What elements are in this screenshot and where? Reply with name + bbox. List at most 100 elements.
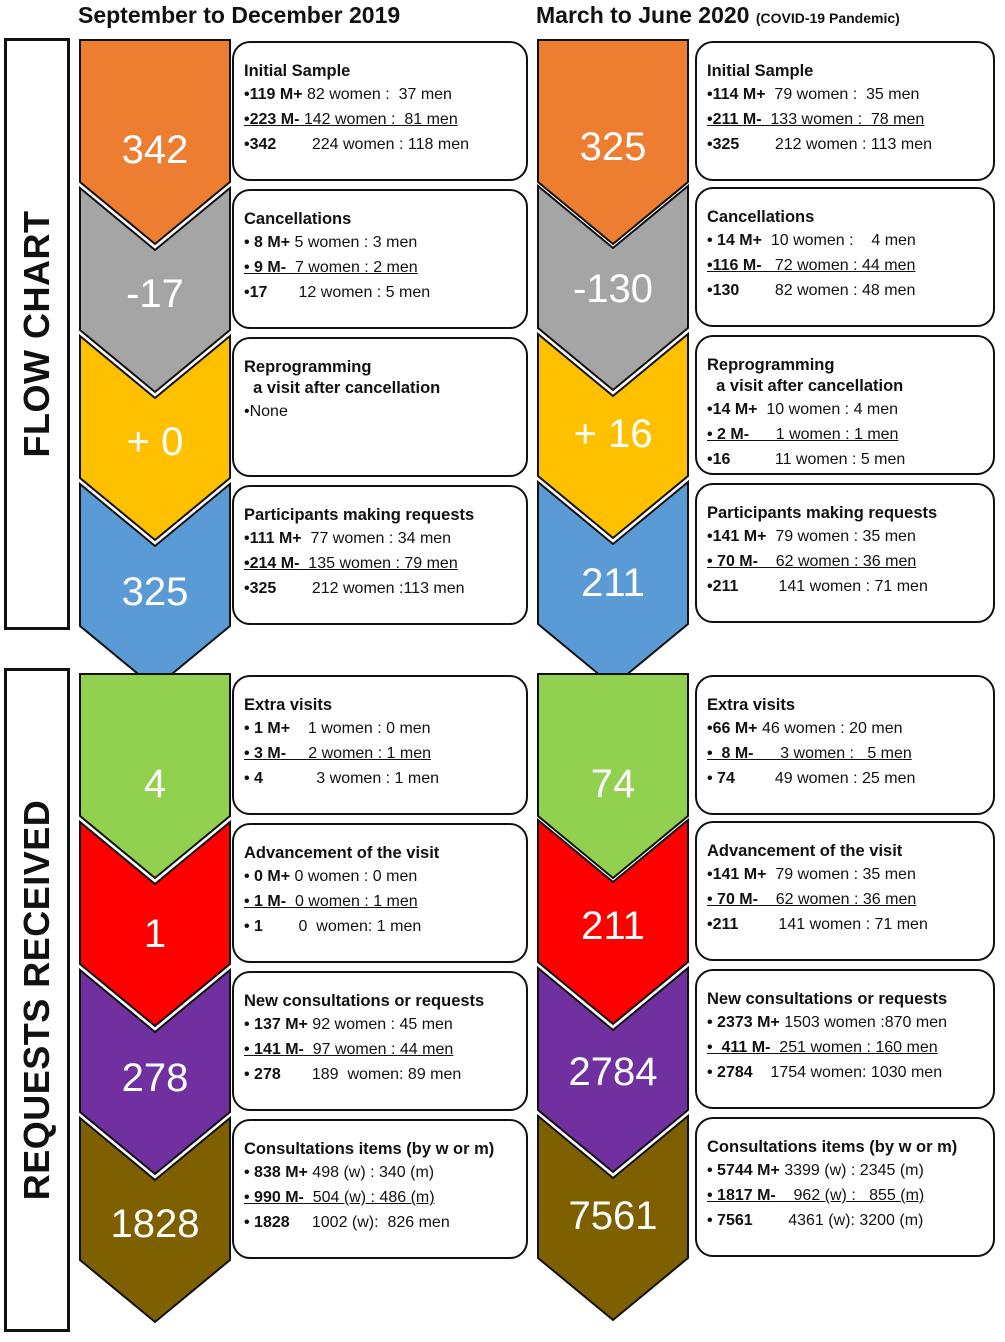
step-line: •111 M+ 77 women : 34 men: [244, 526, 526, 551]
step-line-detail: 79 women : 35 men: [765, 86, 920, 103]
step-line: • 1828 1002 (w): 826 men: [244, 1210, 526, 1235]
step-line-detail: 141 women : 71 men: [738, 578, 928, 595]
step-line: • 14 M+ 10 women : 4 men: [707, 228, 993, 253]
chevron-brown-col1: [79, 1115, 231, 1324]
step-line-detail: 4361 (w): 3200 (m): [752, 1212, 924, 1229]
step-title: Initial Sample: [707, 62, 814, 80]
step-value: 74: [590, 762, 636, 806]
step-line-detail: 3 women : 1 men: [262, 770, 440, 787]
chevron-green-col1: [79, 673, 231, 880]
step-line: • 1 M+ 1 women : 0 men: [244, 716, 526, 741]
step-line-count: • 3 M-: [244, 745, 287, 762]
step-line: • 137 M+ 92 women : 45 men: [244, 1012, 526, 1037]
step-value: 325: [121, 570, 189, 614]
step-line: • 70 M- 62 women : 36 men: [707, 887, 993, 912]
step-line: •14 M+ 10 women : 4 men: [707, 397, 993, 422]
step-line-detail: 2 women : 1 men: [286, 745, 431, 762]
step-value: 278: [121, 1056, 189, 1100]
step-title: Extra visits: [707, 696, 796, 714]
step-line-detail: 0 women: 1 men: [262, 918, 422, 935]
step-line: •114 M+ 79 women : 35 men: [707, 82, 993, 107]
step-line-detail: 79 women : 35 men: [766, 866, 916, 883]
step-line: • 838 M+ 498 (w) : 340 (m): [244, 1160, 526, 1185]
step-detail-box: Initial Sample •114 M+ 79 women : 35 men •…: [695, 41, 995, 181]
step-detail-box: Extra visits • 1 M+ 1 women : 0 men • 3 M-…: [232, 675, 528, 815]
step-line-detail: 11 women : 5 men: [730, 451, 906, 468]
step-line: • 4 3 women : 1 men: [244, 766, 526, 791]
step-line-count: •119 M+: [244, 86, 303, 103]
step-detail-box: New consultations or requests • 2373 M+ 1…: [695, 969, 995, 1109]
step-line-count: •223 M-: [244, 111, 300, 128]
step-line-detail: 189 women: 89 men: [280, 1066, 462, 1083]
step-line: • 278 189 women: 89 men: [244, 1062, 526, 1087]
step-line: •130 82 women : 48 men: [707, 278, 993, 303]
step-line: • 2784 1754 women: 1030 men: [707, 1060, 993, 1085]
requests-received-sidebar: REQUESTS RECEIVED: [4, 668, 70, 1332]
step-line-count: •325: [244, 580, 277, 597]
chevron-blue-col2: [537, 479, 689, 688]
step-line-count: • 1 M+: [244, 720, 291, 737]
chevron-yellow-col1: [79, 333, 231, 542]
step-line: • 1 0 women: 1 men: [244, 914, 526, 939]
step-detail-box: Cancellations • 14 M+ 10 women : 4 men •11…: [695, 187, 995, 327]
step-value: 211: [581, 904, 645, 948]
step-value: 2784: [568, 1050, 658, 1094]
step-line-detail: 133 women : 78 men: [761, 111, 925, 128]
step-line-count: • 74: [707, 770, 735, 787]
step-line: • 8 M- 3 women : 5 men: [707, 741, 993, 766]
step-line-count: • 70 M-: [707, 553, 758, 570]
step-line-count: •214 M-: [244, 555, 300, 572]
step-line-detail: 135 women : 79 men: [299, 555, 458, 572]
step-line: • 2373 M+ 1503 women :870 men: [707, 1010, 993, 1035]
step-line-detail: •None: [244, 403, 288, 420]
step-line: • 2 M- 1 women : 1 men: [707, 422, 993, 447]
chevron-yellow-col2: [537, 331, 689, 540]
step-line-count: •211: [707, 578, 739, 595]
step-detail-box: Cancellations • 8 M+ 5 women : 3 men • 9 M…: [232, 189, 528, 329]
step-title: New consultations or requests: [244, 992, 485, 1010]
step-line: •211 141 women : 71 men: [707, 912, 993, 937]
step-title: Consultations items (by w or m): [707, 1138, 958, 1156]
step-value: -130: [572, 267, 654, 311]
step-line-detail: 0 women : 0 men: [290, 868, 418, 885]
step-title: Advancement of the visit: [244, 844, 440, 862]
step-line: •141 M+ 79 women : 35 men: [707, 862, 993, 887]
step-detail-box: Participants making requests •141 M+ 79 w…: [695, 483, 995, 623]
step-title: Reprogramming: [244, 358, 372, 376]
step-line-detail: 79 women : 35 men: [766, 528, 916, 545]
step-line-detail: 1503 women :870 men: [779, 1014, 947, 1031]
step-line: • 411 M- 251 women : 160 men: [707, 1035, 993, 1060]
step-detail-box: Extra visits •66 M+ 46 women : 20 men • 8 …: [695, 675, 995, 815]
step-line: •223 M- 142 women : 81 men: [244, 107, 526, 132]
step-line-count: • 9 M-: [244, 259, 287, 276]
step-line-detail: 3 women : 5 men: [753, 745, 912, 762]
step-detail-box: Reprogramming a visit after cancellation…: [232, 337, 528, 477]
step-line: • 1 M- 0 women : 1 men: [244, 889, 526, 914]
step-line-count: • 7561: [707, 1212, 753, 1229]
step-line: •342 224 women : 118 men: [244, 132, 526, 157]
step-line-count: • 141 M-: [244, 1041, 304, 1058]
step-line-detail: 62 women : 36 men: [757, 891, 917, 908]
step-line-detail: 1 women : 0 men: [290, 720, 431, 737]
step-line-count: • 0 M+: [244, 868, 291, 885]
step-line-detail: 1 women : 1 men: [749, 426, 899, 443]
chevron-blue-col1: [79, 481, 231, 690]
step-line-count: • 137 M+: [244, 1016, 308, 1033]
step-line-count: • 8 M-: [707, 745, 754, 762]
step-detail-box: Reprogramming a visit after cancellation…: [695, 335, 995, 475]
step-line: •None: [244, 399, 526, 424]
step-line-count: • 8 M+: [244, 234, 291, 251]
step-line-detail: 212 women :113 men: [276, 580, 465, 597]
step-line: •16 11 women : 5 men: [707, 447, 993, 472]
step-line: • 74 49 women : 25 men: [707, 766, 993, 791]
chevron-gray-col1: [79, 185, 231, 394]
chevron-purple-col1: [79, 967, 231, 1176]
step-line-detail: 141 women : 71 men: [738, 916, 928, 933]
step-line-detail: 7 women : 2 men: [286, 259, 418, 276]
step-line-count: •116 M-: [707, 257, 762, 274]
step-line-count: • 5744 M+: [707, 1162, 780, 1179]
step-line-detail: 3399 (w) : 2345 (m): [779, 1162, 924, 1179]
step-line: •325 212 women : 113 men: [707, 132, 993, 157]
step-value: 342: [121, 128, 189, 172]
step-line: • 0 M+ 0 women : 0 men: [244, 864, 526, 889]
